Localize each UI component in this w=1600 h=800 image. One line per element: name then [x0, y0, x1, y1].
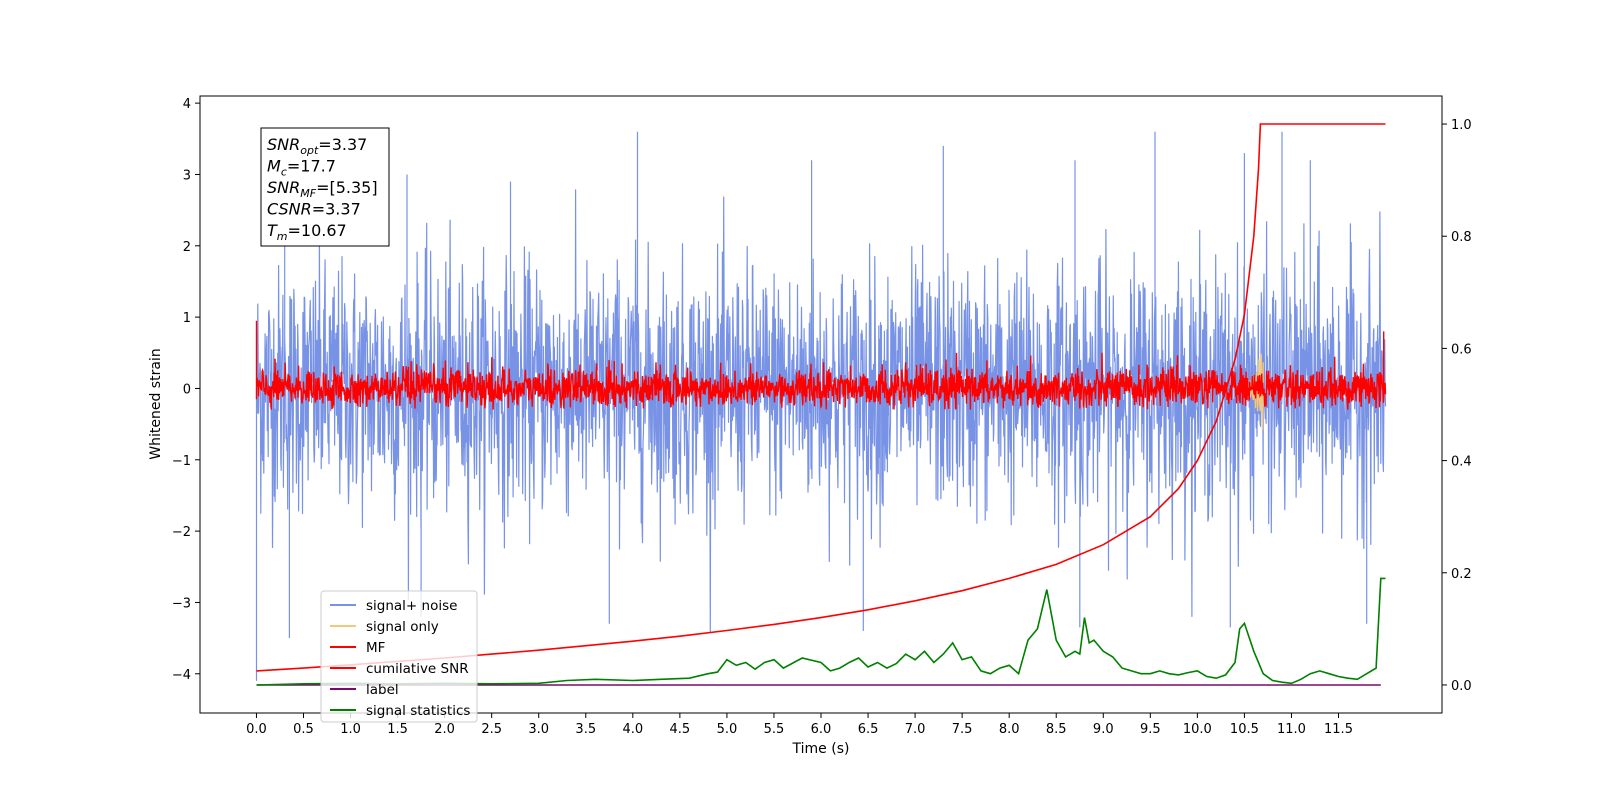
y-right-tick-label: 0.4 — [1451, 455, 1472, 470]
y-right-tick-label: 0.8 — [1451, 230, 1472, 245]
legend-label: MF — [366, 640, 385, 656]
x-tick-label: 3.5 — [575, 722, 596, 737]
legend-label: signal statistics — [366, 703, 470, 719]
annotation-line: Mc=17.7 — [267, 157, 336, 179]
y-right-tick-label: 0.6 — [1451, 342, 1472, 357]
x-tick-label: 7.0 — [905, 722, 926, 737]
x-tick-label: 7.5 — [952, 722, 973, 737]
annotation-line: SNRMF=[5.35] — [267, 178, 378, 200]
x-tick-label: 10.0 — [1183, 722, 1212, 737]
x-tick-label: 6.5 — [858, 722, 879, 737]
y-right-tick-label: 0.2 — [1451, 567, 1472, 582]
x-tick-label: 2.0 — [434, 722, 455, 737]
x-tick-label: 8.0 — [999, 722, 1020, 737]
x-tick-label: 0.5 — [293, 722, 314, 737]
series-mf-line — [255, 320, 1387, 410]
x-tick-label: 3.0 — [528, 722, 549, 737]
x-tick-label: 11.0 — [1277, 722, 1306, 737]
legend: signal+ noise signal only MF cumilative SNR… — [320, 590, 478, 723]
y-tick-label: 4 — [183, 97, 191, 112]
y-tick-label: −2 — [172, 525, 191, 540]
y-tick-label: −1 — [172, 454, 191, 469]
y-tick-label: 2 — [183, 240, 191, 255]
legend-frame — [320, 590, 478, 723]
y-tick-label: 3 — [183, 168, 191, 183]
x-tick-label: 2.5 — [481, 722, 502, 737]
x-tick-label: 0.0 — [246, 722, 267, 737]
x-tick-label: 1.0 — [340, 722, 361, 737]
y-right-tick-label: 0.0 — [1451, 679, 1472, 694]
annotation-frame — [260, 127, 390, 247]
x-tick-label: 1.5 — [387, 722, 408, 737]
x-tick-label: 10.5 — [1230, 722, 1259, 737]
y-axis-left: −4 −3 −2 −1 0 1 2 3 4 — [172, 97, 200, 683]
legend-label: cumilative SNR — [366, 661, 469, 677]
y-tick-label: 1 — [183, 311, 191, 326]
annotation-line: CSNR=3.37 — [267, 200, 361, 219]
y-tick-label: −4 — [172, 668, 191, 683]
x-tick-label: 9.0 — [1093, 722, 1114, 737]
x-tick-label: 8.5 — [1046, 722, 1067, 737]
y-right-tick-label: 1.0 — [1451, 118, 1472, 133]
x-tick-label: 5.5 — [764, 722, 785, 737]
y-axis-label: Whitened strain — [148, 348, 164, 459]
legend-label: label — [366, 682, 399, 698]
series-cumulative-snr-line — [256, 123, 1386, 672]
x-tick-label: 4.5 — [670, 722, 691, 737]
x-tick-label: 6.0 — [811, 722, 832, 737]
x-tick-label: 9.5 — [1140, 722, 1161, 737]
x-tick-label: 5.0 — [717, 722, 738, 737]
x-axis-label: Time (s) — [792, 741, 850, 757]
series-signal-statistics-line — [256, 577, 1386, 686]
legend-label: signal only — [366, 619, 439, 635]
x-axis: 0.0 0.5 1.0 1.5 2.0 2.5 3.0 3.5 4.0 4.5 5.0 5.5 6.0 6… — [246, 713, 1353, 737]
y-tick-label: 0 — [183, 382, 191, 397]
x-tick-label: 4.0 — [622, 722, 643, 737]
annotation-line: SNRopt=3.37 — [267, 135, 367, 157]
legend-label: signal+ noise — [366, 598, 457, 614]
y-tick-label: −3 — [172, 596, 191, 611]
annotation-line: Tm=10.67 — [267, 221, 347, 243]
y-axis-right: 0.0 0.2 0.4 0.6 0.8 1.0 — [1442, 118, 1472, 694]
x-tick-label: 11.5 — [1324, 722, 1353, 737]
